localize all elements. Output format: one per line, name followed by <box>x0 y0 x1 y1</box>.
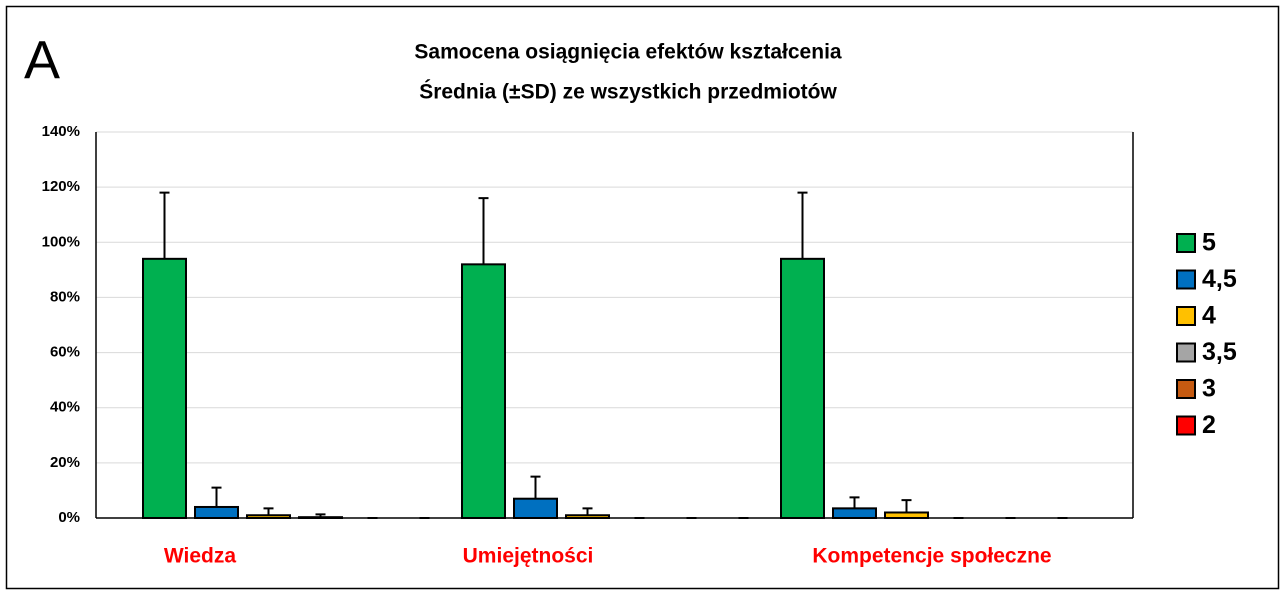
y-tick-label: 0% <box>58 509 80 526</box>
legend-label: 4 <box>1202 302 1216 330</box>
bar <box>461 263 506 520</box>
chart-subtitle: Średnia (±SD) ze wszystkich przedmiotów <box>419 80 837 104</box>
legend-label: 5 <box>1202 229 1216 257</box>
y-tick-label: 40% <box>50 399 80 416</box>
legend-label: 4,5 <box>1202 265 1237 293</box>
legend-swatch <box>1176 342 1196 363</box>
error-bar <box>530 475 541 499</box>
legend-swatch <box>1176 306 1196 326</box>
error-bar <box>315 513 326 518</box>
error-bar <box>582 507 593 516</box>
error-bar <box>211 486 222 507</box>
legend-label: 2 <box>1202 411 1216 439</box>
error-bar <box>849 496 860 509</box>
legend-swatch <box>1176 415 1196 436</box>
bar <box>780 257 825 519</box>
error-bar <box>478 197 489 265</box>
bar <box>194 505 239 520</box>
error-bar <box>797 191 808 259</box>
y-tick-label: 20% <box>50 454 80 471</box>
x-tick-label: Umiejętności <box>463 545 594 568</box>
y-tick-label: 140% <box>42 123 80 140</box>
error-bar <box>263 507 274 516</box>
y-tick-label: 120% <box>42 178 80 195</box>
y-tick-label: 60% <box>50 344 80 361</box>
chart-title: Samocena osiągnięcia efektów kształcenia <box>414 41 842 64</box>
bar <box>832 507 877 520</box>
legend-swatch <box>1176 379 1196 399</box>
bar <box>884 511 929 520</box>
bar <box>513 497 558 520</box>
error-bar <box>159 191 170 259</box>
error-bar <box>901 499 912 513</box>
legend-label: 3 <box>1202 375 1216 403</box>
bar <box>142 257 187 519</box>
legend-swatch <box>1176 269 1196 290</box>
y-tick-label: 100% <box>42 233 80 250</box>
legend-swatch <box>1176 233 1196 253</box>
x-tick-label: Wiedza <box>164 545 236 568</box>
panel-label: A <box>24 30 60 90</box>
y-tick-label: 80% <box>50 288 80 305</box>
legend-label: 3,5 <box>1202 338 1237 366</box>
x-tick-label: Kompetencje społeczne <box>812 545 1051 568</box>
